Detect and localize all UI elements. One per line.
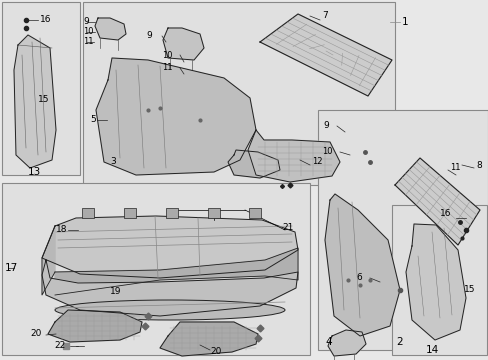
Polygon shape	[247, 130, 339, 182]
Text: 21: 21	[282, 224, 293, 233]
Text: 20: 20	[209, 347, 221, 356]
Text: 1: 1	[401, 17, 408, 27]
Bar	[207, 208, 220, 218]
Polygon shape	[42, 226, 55, 295]
Text: 19: 19	[110, 288, 121, 297]
Text: 18: 18	[56, 225, 67, 234]
Text: 4: 4	[325, 337, 331, 347]
Polygon shape	[95, 18, 126, 40]
Bar	[82, 208, 94, 218]
Text: 2: 2	[396, 337, 403, 347]
Text: 12: 12	[311, 158, 322, 166]
Bar	[2, 2, 80, 175]
Bar	[165, 208, 178, 218]
Text: 8: 8	[475, 161, 481, 170]
Polygon shape	[160, 322, 258, 356]
Ellipse shape	[55, 300, 285, 320]
Polygon shape	[14, 35, 56, 168]
Polygon shape	[394, 158, 479, 245]
Text: 22: 22	[54, 342, 65, 351]
Bar	[248, 208, 261, 218]
Text: 17: 17	[5, 263, 18, 273]
Text: 11: 11	[162, 63, 172, 72]
Bar	[2, 183, 309, 355]
Bar	[317, 110, 487, 350]
Text: 5: 5	[90, 116, 96, 125]
Text: 20: 20	[30, 329, 41, 338]
Bar	[83, 2, 394, 185]
Text: 11: 11	[83, 37, 93, 46]
Text: 9: 9	[146, 31, 151, 40]
Polygon shape	[163, 28, 203, 60]
Text: 13: 13	[27, 167, 41, 177]
Polygon shape	[227, 150, 280, 178]
Polygon shape	[405, 224, 465, 340]
Text: 15: 15	[38, 95, 49, 104]
Polygon shape	[325, 194, 399, 336]
Polygon shape	[48, 310, 142, 342]
Text: 14: 14	[425, 345, 438, 355]
Polygon shape	[260, 14, 391, 96]
Text: 9: 9	[83, 18, 88, 27]
Text: 16: 16	[439, 208, 450, 217]
Text: 11: 11	[449, 162, 460, 171]
Text: 10: 10	[162, 50, 172, 59]
Bar	[124, 208, 136, 218]
Text: 6: 6	[355, 274, 361, 283]
Text: 15: 15	[463, 285, 474, 294]
Polygon shape	[55, 248, 297, 295]
Text: 16: 16	[40, 15, 51, 24]
Text: 7: 7	[321, 12, 327, 21]
Polygon shape	[42, 216, 297, 278]
Text: 10: 10	[321, 148, 332, 157]
Text: 9: 9	[323, 121, 328, 130]
Bar	[391, 205, 486, 355]
Text: 10: 10	[83, 27, 93, 36]
Text: 3: 3	[110, 158, 116, 166]
Polygon shape	[42, 260, 297, 316]
Polygon shape	[96, 58, 256, 175]
Polygon shape	[327, 330, 365, 356]
